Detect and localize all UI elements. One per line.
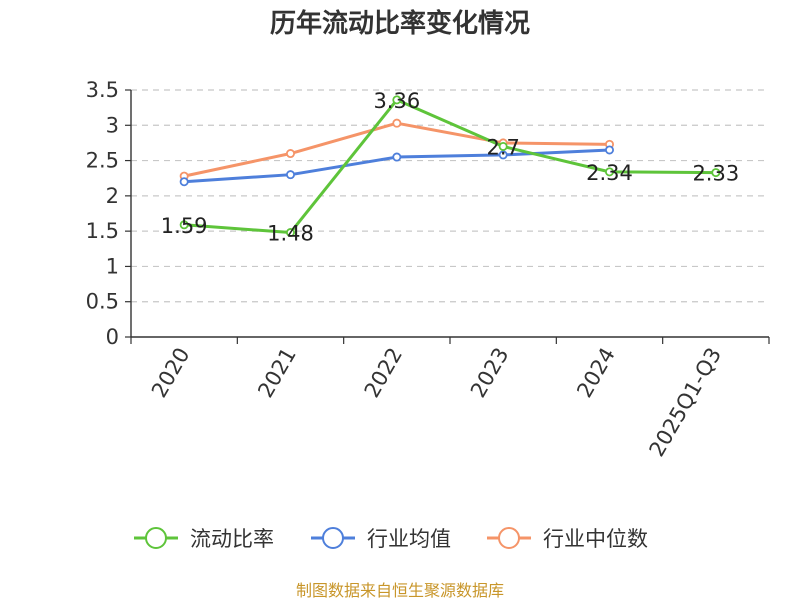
grid-lines — [131, 89, 769, 303]
series-point-1 — [605, 145, 615, 155]
series-point-1 — [179, 177, 189, 187]
x-tick-label: 2024 — [572, 344, 620, 402]
y-tick-label: 3.5 — [86, 78, 119, 102]
x-tick-label: 2021 — [253, 344, 301, 402]
series-line-2 — [183, 121, 610, 178]
series-lines — [179, 95, 721, 238]
series-line-0 — [184, 98, 716, 235]
series-point-0 — [285, 228, 295, 238]
x-tick-label: 2022 — [360, 344, 408, 402]
series-point-2 — [285, 149, 295, 159]
series-point-0 — [605, 167, 615, 177]
source-note: 制图数据来自恒生聚源数据库 — [296, 581, 504, 600]
legend-label: 行业中位数 — [543, 527, 648, 551]
series-point-0 — [498, 141, 508, 151]
series-point-1 — [392, 152, 402, 162]
legend-marker — [145, 527, 167, 549]
data-labels: 1.59 1.48 3.36 2.7 2.34 2.33 — [161, 89, 739, 246]
y-tick-label: 2 — [106, 184, 119, 208]
y-tick-label: 0 — [106, 325, 119, 349]
series-point-0 — [179, 220, 189, 230]
legend-item-0[interactable]: 流动比率 — [134, 527, 274, 551]
axes: 0 0.5 1 1.5 2 2.5 3 3.5 2020 2021 2022 2023 2024 2025… — [86, 78, 770, 461]
legend-item-1[interactable]: 行业均值 — [311, 527, 451, 551]
legend-label: 行业均值 — [367, 527, 451, 551]
y-tick-label: 3 — [106, 113, 119, 137]
data-label: 2.33 — [692, 162, 739, 186]
data-label: 1.48 — [267, 222, 314, 246]
series-point-1 — [498, 150, 508, 160]
legend-marker — [498, 527, 520, 549]
legend-label: 流动比率 — [190, 527, 274, 551]
legend-item-2[interactable]: 行业中位数 — [487, 527, 648, 551]
data-label: 2.34 — [586, 161, 633, 185]
legend-marker — [322, 527, 344, 549]
data-label: 2.7 — [486, 135, 519, 159]
y-tick-label: 1.5 — [86, 219, 119, 243]
legend: 流动比率 行业均值 行业中位数 — [134, 527, 648, 551]
series-point-0 — [392, 95, 402, 105]
series-point-1 — [285, 170, 295, 180]
chart-title: 历年流动比率变化情况 — [270, 8, 530, 39]
y-tick-label: 1 — [106, 254, 119, 278]
x-tick-label: 2020 — [147, 344, 195, 402]
series-point-0 — [711, 168, 721, 178]
series-point-2 — [392, 118, 402, 128]
y-tick-label: 0.5 — [86, 290, 119, 314]
data-label: 1.59 — [161, 214, 208, 238]
y-tick-label: 2.5 — [86, 149, 119, 173]
x-tick-label: 2023 — [466, 343, 514, 401]
x-tick-label: 2025Q1-Q3 — [645, 344, 727, 461]
data-label: 3.36 — [373, 89, 420, 113]
